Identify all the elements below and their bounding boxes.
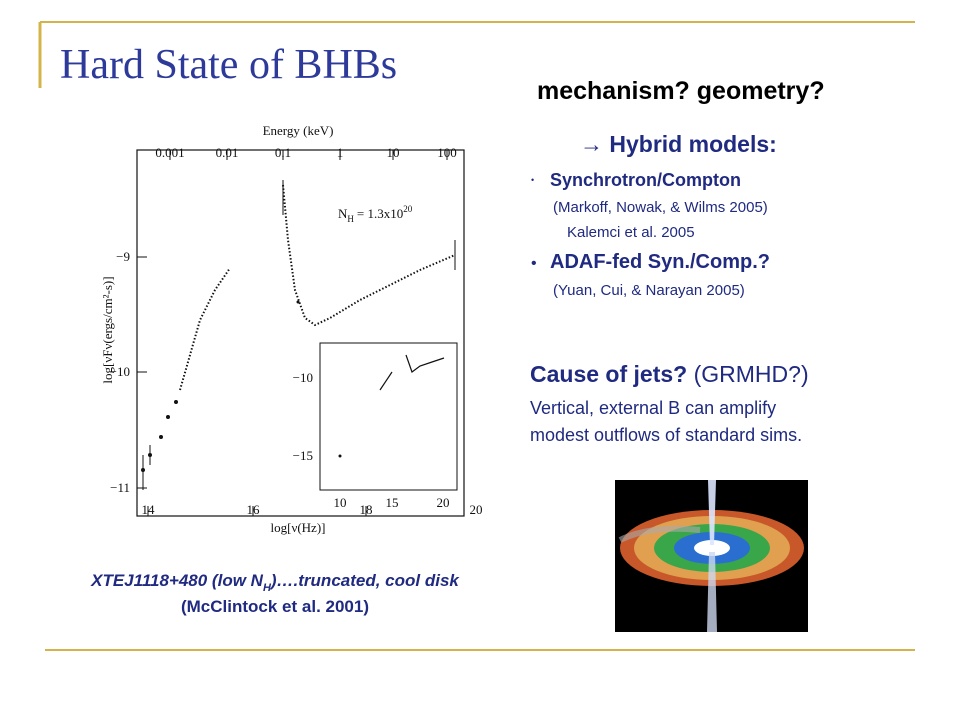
subtitle: mechanism? geometry? — [537, 77, 825, 105]
nh-label: NH = 1.3x1020 — [338, 204, 413, 224]
tick-label: −10 — [293, 370, 313, 385]
tick-label: 18 — [360, 502, 373, 517]
caption-line: (McClintock et al. 2001) — [181, 597, 369, 616]
tick-label: 15 — [386, 495, 399, 510]
nh-value: = 1.3x10 — [357, 206, 403, 221]
nh-exp: 20 — [403, 204, 413, 214]
tick-label: −10 — [110, 364, 130, 379]
tick-label: 16 — [247, 502, 261, 517]
tick-label: −11 — [110, 480, 130, 495]
caption-sub: H — [263, 582, 272, 594]
jets-line: modest outflows of standard sims. — [530, 425, 802, 445]
reference: Kalemci et al. 2005 — [567, 224, 695, 241]
tick-label: 20 — [437, 495, 450, 510]
jet-image — [615, 480, 808, 632]
caption-b: )….truncated, cool disk — [269, 571, 461, 590]
nh: N — [338, 206, 348, 221]
bullet-text: Synchrotron/Compton — [550, 170, 741, 190]
tick-label: −9 — [116, 249, 130, 264]
axis-label: log[ν(Hz)] — [271, 520, 326, 535]
axis-label: Energy (keV) — [263, 123, 334, 138]
jets-title: Cause of jets? — [530, 361, 687, 387]
tick-label: 10 — [334, 495, 347, 510]
bullet-text: ADAF-fed Syn./Comp.? — [550, 251, 770, 273]
reference: (Markoff, Nowak, & Wilms 2005) — [553, 199, 768, 216]
tick-label: 14 — [142, 502, 156, 517]
jets-heading: Cause of jets? (GRMHD?) — [530, 361, 809, 387]
jets-aside: (GRMHD?) — [694, 361, 809, 387]
bullet: • — [531, 255, 537, 272]
tick-label: 20 — [470, 502, 483, 517]
title: Hard State of BHBs — [60, 42, 397, 88]
caption-line: XTEJ1118+480 (low NH)….truncated, cool d… — [90, 571, 460, 594]
sed-figure: Energy (keV) 0.001 0.01 0.1 1 10 100 14 … — [100, 123, 483, 535]
reference: (Yuan, Cui, & Narayan 2005) — [553, 282, 745, 299]
jets-line: Vertical, external B can amplify — [530, 398, 776, 418]
axis-label: log[νFν(ergs/cm²-s)] — [100, 276, 115, 383]
bullet: • — [531, 175, 534, 185]
nh-sub: H — [347, 214, 354, 224]
hybrid-heading: → Hybrid models: — [580, 131, 777, 157]
tick-label: −15 — [293, 448, 313, 463]
caption-a: XTEJ1118+480 (low N — [90, 571, 264, 590]
